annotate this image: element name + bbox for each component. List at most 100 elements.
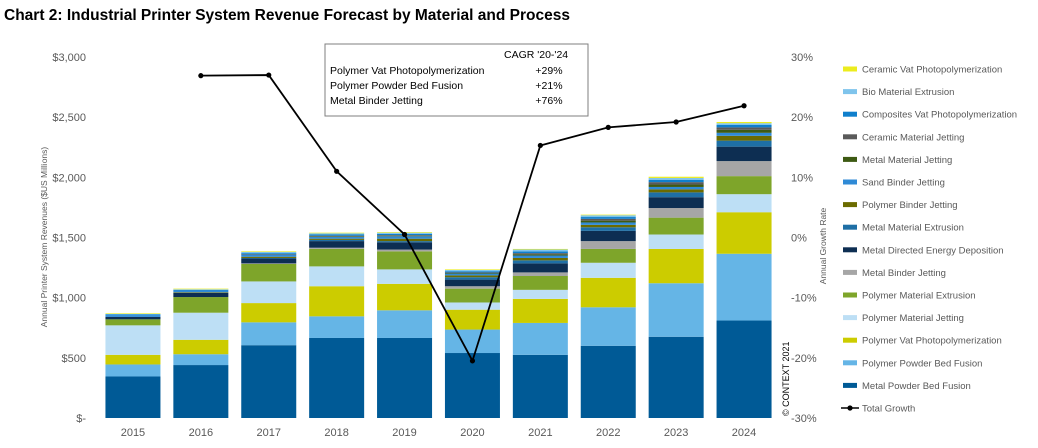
cagr-row-label: Polymer Vat Photopolymerization — [330, 65, 485, 77]
y2-tick-label: 10% — [791, 172, 813, 184]
legend-label: Metal Material Jetting — [862, 155, 952, 166]
bar-segment — [648, 217, 704, 235]
legend-swatch — [843, 111, 857, 117]
bar-segment — [377, 238, 433, 242]
growth-point — [605, 124, 611, 130]
bar-segment — [241, 257, 297, 259]
bar-segment — [309, 239, 365, 242]
growth-point — [266, 72, 272, 78]
bar-segment — [512, 263, 568, 273]
bar-segment — [648, 208, 704, 218]
bar-segment — [105, 316, 161, 320]
legend-swatch — [843, 134, 857, 140]
bar-segment — [309, 266, 365, 287]
legend-swatch — [843, 66, 857, 72]
bar-segment — [309, 337, 365, 418]
x-tick-label: 2019 — [392, 427, 416, 439]
cagr-row-value: +76% — [535, 95, 562, 107]
bar-segment — [241, 254, 297, 255]
bar-segment — [648, 177, 704, 180]
bar-segment — [512, 354, 568, 418]
bar-segment — [580, 345, 636, 418]
cagr-row-label: Metal Binder Jetting — [330, 95, 423, 107]
bar-segment — [716, 132, 772, 136]
growth-point — [673, 119, 679, 125]
bar-segment — [105, 313, 161, 315]
bar-segment — [580, 307, 636, 346]
bar-segment — [241, 251, 297, 254]
bar-segment — [580, 248, 636, 263]
cagr-row-value: +29% — [535, 65, 562, 77]
bar-segment — [309, 234, 365, 236]
bar-segment — [512, 254, 568, 256]
bar-segment — [512, 253, 568, 255]
bar-segment — [512, 251, 568, 254]
bar-segment — [173, 290, 229, 293]
bar-segment — [444, 277, 500, 280]
bar-segment — [309, 233, 365, 235]
bar-segment — [444, 279, 500, 287]
growth-point — [469, 358, 476, 364]
bar-segment — [512, 255, 568, 258]
bar-segment — [444, 288, 500, 303]
legend-label: Polymer Vat Photopolymerization — [862, 336, 1002, 347]
growth-point — [334, 168, 340, 174]
bar-segment — [648, 197, 704, 209]
bar-segment — [444, 272, 500, 274]
bar-segment — [309, 232, 365, 234]
bar-segment — [105, 325, 161, 355]
bar-segment — [716, 121, 772, 124]
bar-segment — [580, 220, 636, 223]
y-tick-label: $- — [76, 413, 86, 425]
legend-label: Metal Material Extrusion — [862, 223, 964, 234]
legend-label: Polymer Binder Jetting — [862, 200, 958, 211]
bar-segment — [309, 238, 365, 240]
bar-segment — [173, 288, 229, 290]
bar-segment — [716, 124, 772, 128]
bar-segment — [444, 271, 500, 273]
bar-segment — [512, 260, 568, 264]
bar-segment — [512, 289, 568, 299]
legend-label: Metal Powder Bed Fusion — [862, 381, 971, 392]
bar-segment — [580, 277, 636, 308]
x-tick-label: 2017 — [257, 427, 281, 439]
bar-segment — [377, 241, 433, 243]
y-tick-label: $3,000 — [52, 52, 86, 64]
bar-segment — [444, 273, 500, 276]
bar-segment — [241, 254, 297, 257]
y-tick-label: $500 — [62, 353, 86, 365]
x-tick-label: 2024 — [732, 427, 756, 439]
bar-segment — [105, 315, 161, 317]
bar-segment — [309, 236, 365, 237]
bar-segment — [648, 234, 704, 249]
bar-segment — [580, 214, 636, 216]
bar-segment — [444, 302, 500, 310]
y2-tick-label: 20% — [791, 112, 813, 124]
y2-axis-title: Annual Growth Rate — [818, 207, 828, 284]
x-tick-label: 2020 — [460, 427, 484, 439]
bar-segment — [241, 251, 297, 252]
bar-segment — [512, 248, 568, 250]
bar-segment — [377, 242, 433, 250]
bar-segment — [716, 176, 772, 195]
bar-segment — [173, 289, 229, 290]
bar-segment — [648, 248, 704, 284]
bar-segment — [580, 241, 636, 249]
x-tick-label: 2015 — [121, 427, 145, 439]
legend-label: Metal Binder Jetting — [862, 268, 946, 279]
bar-segment — [309, 286, 365, 317]
legend-label: Polymer Material Jetting — [862, 313, 964, 324]
bar-segment — [309, 248, 365, 267]
bar-segment — [105, 319, 161, 326]
bar-segment — [105, 313, 161, 314]
bar-segment — [173, 297, 229, 313]
legend-label: Polymer Material Extrusion — [862, 291, 976, 302]
growth-point — [401, 231, 408, 238]
bar-segment — [716, 135, 772, 141]
bar-segment — [580, 262, 636, 278]
legend-swatch — [843, 315, 857, 321]
y-axis-title: Annual Printer System Revenues ($US Mill… — [39, 147, 49, 328]
growth-point — [741, 103, 747, 109]
bar-segment — [377, 269, 433, 284]
